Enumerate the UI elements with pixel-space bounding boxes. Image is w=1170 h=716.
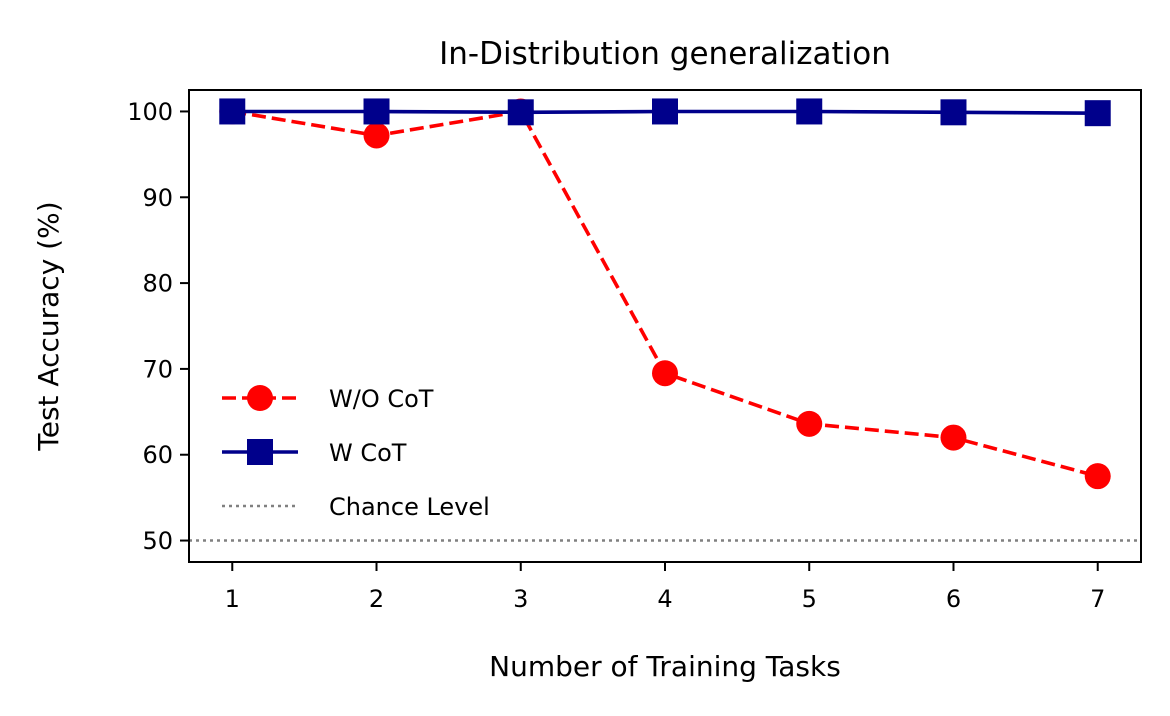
legend-marker-w-o-cot [247,385,273,411]
plot-area: 1 2 3 4 5 6 7 50 60 70 80 90 100 [127,89,1142,613]
x-tick-label: 6 [946,585,961,613]
x-tick-label: 3 [513,585,528,613]
data-point-w-o-cot [796,410,823,437]
plot-frame [188,89,1142,563]
x-axis-label: Number of Training Tasks [489,650,841,683]
y-tick-label: 80 [142,270,173,298]
x-tick-label: 2 [369,585,384,613]
data-point-w-cot [219,98,246,125]
y-tick-label: 50 [142,527,173,555]
legend-label-w-o-cot: W/O CoT [329,385,434,413]
chart-title: In-Distribution generalization [439,36,891,72]
data-point-w-cot [1084,100,1111,127]
legend: W/O CoT W CoT Chance Level [222,385,490,521]
legend-label-w-cot: W CoT [329,439,407,467]
legend-label-chance-level: Chance Level [329,493,490,521]
data-point-w-cot [363,98,390,125]
series-line-w-o-cot [232,109,1099,478]
data-point-w-cot [507,99,534,126]
data-point-w-o-cot [940,424,967,451]
y-tick-label: 100 [127,98,173,126]
x-tick-label: 7 [1090,585,1105,613]
y-tick-label: 60 [142,441,173,469]
x-tick-label: 1 [225,585,240,613]
data-point-w-o-cot [1084,463,1111,490]
x-tick-label: 5 [802,585,817,613]
y-tick-label: 70 [142,355,173,383]
data-point-w-cot [796,98,823,125]
x-tick-label: 4 [657,585,672,613]
legend-marker-w-cot [247,439,273,465]
data-point-w-o-cot [363,122,390,149]
data-point-w-o-cot [652,360,678,387]
y-axis-label: Test Accuracy (%) [32,201,65,451]
data-point-w-cot [940,99,967,126]
y-tick-label: 90 [142,184,173,212]
data-point-w-cot [652,98,678,125]
